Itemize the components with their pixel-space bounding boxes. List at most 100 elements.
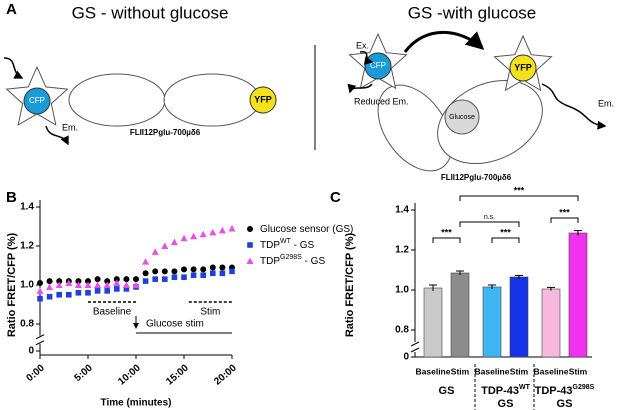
significance-label: *** bbox=[500, 227, 511, 237]
x-tick-label: 10:00 bbox=[116, 362, 143, 387]
y-tick-label: 0.8 bbox=[395, 325, 409, 336]
data-point bbox=[37, 280, 43, 287]
data-point bbox=[181, 274, 187, 280]
legend-text: Glucose sensor (GS) bbox=[260, 224, 353, 235]
x-tick-label: 20:00 bbox=[212, 362, 239, 387]
data-point bbox=[36, 287, 44, 294]
axis-break bbox=[35, 334, 45, 340]
data-point bbox=[55, 281, 63, 288]
data-point bbox=[46, 293, 53, 300]
y-tick-label: 1.0 bbox=[20, 280, 34, 291]
significance-label: *** bbox=[559, 207, 570, 217]
arrow bbox=[3, 57, 24, 79]
panel-label: C bbox=[330, 189, 341, 206]
glucose-circle bbox=[444, 99, 480, 135]
group-text: TDP-43 bbox=[535, 385, 573, 397]
y-axis-label: Ratio FRET/CFP (%) bbox=[344, 233, 356, 338]
legend-text: - GS bbox=[291, 240, 315, 251]
data-point bbox=[228, 224, 236, 232]
protein-domain bbox=[163, 73, 261, 127]
arrow bbox=[45, 125, 69, 146]
x-tick-label: Stim bbox=[451, 366, 470, 376]
group-text: TDP-43 bbox=[481, 385, 519, 397]
yfp-circle bbox=[249, 86, 277, 114]
diagram-title: GS -with glucose bbox=[408, 3, 537, 22]
x-tick-label: Baseline bbox=[475, 366, 510, 376]
bar bbox=[541, 288, 561, 358]
group-label: GS bbox=[498, 398, 514, 410]
x-axis-label: Time (minutes) bbox=[101, 398, 172, 409]
data-point bbox=[142, 270, 149, 277]
data-point bbox=[132, 281, 140, 288]
x-tick-label: Baseline bbox=[534, 366, 569, 376]
data-point bbox=[75, 290, 82, 296]
legend-marker bbox=[246, 257, 254, 264]
data-point bbox=[171, 268, 178, 275]
data-point bbox=[151, 248, 159, 255]
legend-superscript: WT bbox=[280, 238, 292, 245]
data-point bbox=[209, 228, 217, 236]
significance-bracket bbox=[491, 237, 520, 243]
data-point bbox=[122, 281, 130, 288]
data-point bbox=[162, 276, 168, 282]
legend-entry: TDPG298S - GS bbox=[260, 254, 325, 267]
x-tick-label: Stim bbox=[510, 366, 529, 376]
excitation-label: Ex. bbox=[356, 40, 369, 50]
data-point bbox=[199, 230, 207, 238]
data-point bbox=[113, 276, 120, 283]
axis-break bbox=[410, 341, 420, 347]
significance-bracket bbox=[550, 217, 579, 223]
x-tick-label: Stim bbox=[569, 366, 588, 376]
construct-label: FLII12Pglu-700µδ6 bbox=[441, 173, 512, 182]
acceptor-label: YFP bbox=[254, 94, 272, 104]
construct-label: FLII12Pglu-700µδ6 bbox=[130, 128, 201, 137]
data-point bbox=[152, 276, 158, 282]
bar bbox=[482, 286, 502, 358]
data-point bbox=[123, 286, 130, 292]
x-tick-label: 0:00 bbox=[24, 362, 47, 384]
arrow bbox=[359, 51, 374, 65]
data-point bbox=[46, 278, 53, 285]
data-point bbox=[200, 272, 206, 279]
data-point bbox=[181, 266, 187, 273]
ligand-label: Glucose bbox=[449, 114, 475, 121]
data-point bbox=[219, 264, 226, 271]
data-point bbox=[171, 274, 178, 280]
bar bbox=[423, 287, 443, 358]
data-point bbox=[200, 266, 207, 273]
data-point bbox=[56, 278, 63, 285]
bar bbox=[568, 232, 588, 358]
data-point bbox=[170, 238, 178, 246]
bar bbox=[509, 276, 529, 358]
data-point bbox=[229, 268, 235, 275]
data-point bbox=[209, 264, 216, 271]
data-point bbox=[114, 286, 120, 292]
data-point bbox=[218, 226, 226, 234]
data-point bbox=[219, 270, 226, 277]
yfp-circle bbox=[509, 54, 537, 82]
emission-label: Em. bbox=[598, 98, 614, 108]
data-point bbox=[161, 268, 168, 275]
data-point bbox=[94, 281, 102, 288]
data-point bbox=[142, 258, 150, 265]
y-tick-label: 1.4 bbox=[20, 202, 34, 213]
legend-text: TDP bbox=[260, 240, 280, 251]
significance-label: *** bbox=[441, 227, 452, 237]
reduced-emission-label: Reduced Em. bbox=[354, 96, 409, 106]
axis-break bbox=[35, 340, 45, 346]
y-tick-label: 1.0 bbox=[395, 285, 409, 296]
data-point bbox=[84, 281, 92, 288]
stim-label: Stim bbox=[200, 307, 220, 318]
cfp-circle bbox=[23, 87, 51, 115]
bar bbox=[450, 272, 470, 358]
data-point bbox=[190, 272, 197, 279]
y-tick-label: 1.2 bbox=[20, 241, 34, 252]
stimulus-label: Glucose stim bbox=[146, 319, 204, 330]
data-point bbox=[190, 232, 198, 240]
legend-entry: Glucose sensor (GS) bbox=[260, 224, 353, 235]
data-point bbox=[85, 290, 91, 296]
group-superscript: WT bbox=[519, 384, 531, 391]
data-point bbox=[85, 278, 91, 285]
data-point bbox=[210, 270, 216, 277]
